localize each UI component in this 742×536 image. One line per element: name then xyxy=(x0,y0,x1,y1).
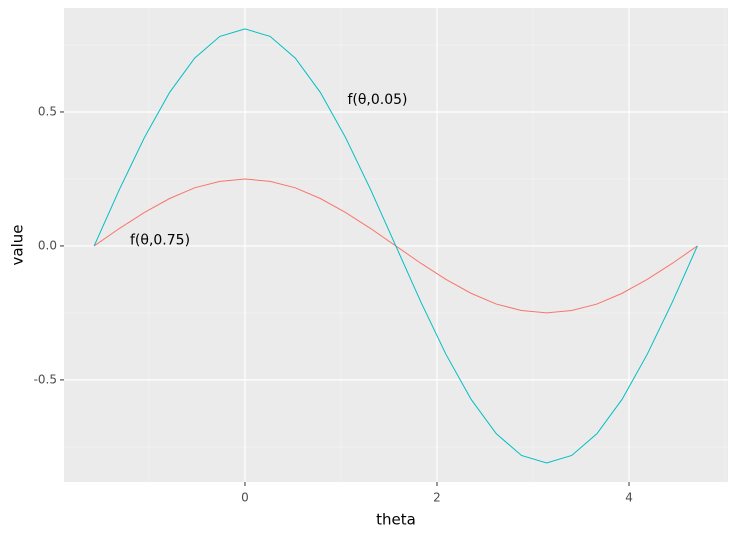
y-tick-label: 0.0 xyxy=(38,238,57,252)
annotation: f(θ,0.05) xyxy=(347,92,407,108)
y-axis-label: value xyxy=(9,225,27,266)
x-tick-label: 0 xyxy=(241,491,249,505)
x-axis-label: theta xyxy=(376,511,416,529)
line xyxy=(93,28,698,464)
x-tick-label: 2 xyxy=(433,491,441,505)
annotation: f(θ,0.75) xyxy=(130,233,190,249)
plot-panel xyxy=(64,8,728,482)
x-tick-label: 4 xyxy=(625,491,633,505)
y-tick-label: -0.5 xyxy=(34,372,57,386)
y-tick-label: 0.5 xyxy=(38,104,57,118)
